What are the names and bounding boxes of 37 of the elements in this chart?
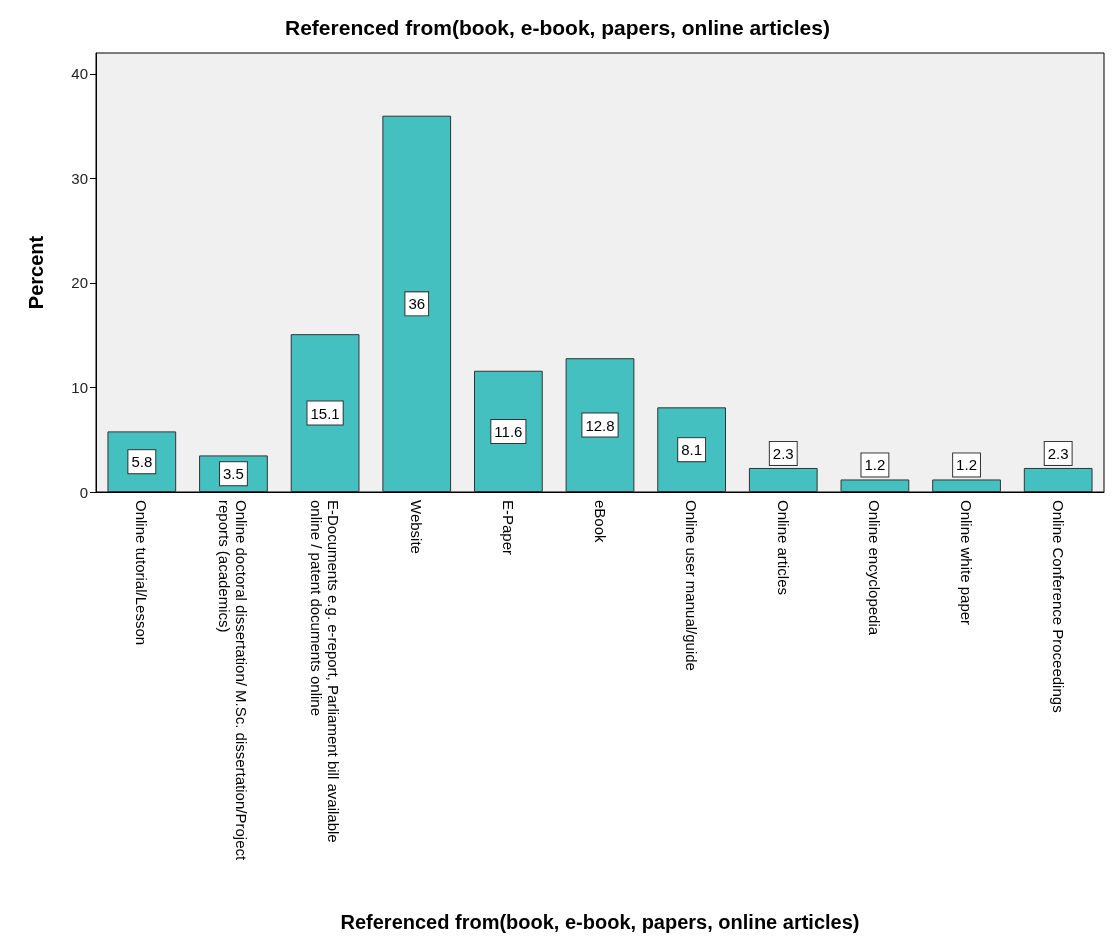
x-tick-label: Online Conference Proceedings [1049, 500, 1067, 713]
data-label: 12.8 [585, 416, 615, 434]
data-label: 3.5 [223, 465, 244, 483]
chart-title: Referenced from(book, e-book, papers, online articles) [285, 16, 830, 39]
data-label: 1.2 [864, 456, 886, 474]
bar [840, 479, 910, 492]
x-tick-label: Website [408, 500, 426, 554]
y-tick-label: 40 [71, 65, 88, 83]
x-tick-label: Online tutorial/Lesson [133, 500, 151, 646]
data-label: 36 [408, 295, 426, 313]
y-tick-label: 30 [71, 169, 88, 187]
bar [474, 370, 543, 492]
y-axis-title: Percent [25, 235, 47, 310]
data-label: 2.3 [772, 444, 794, 462]
bar [932, 479, 1001, 492]
x-tick-label: Online user manual/guide [683, 500, 701, 671]
y-tick-label: 0 [79, 483, 88, 501]
data-label: 2.3 [1047, 444, 1069, 462]
x-axis-title: Referenced from(book, e-book, papers, online articles) [340, 911, 860, 933]
data-label: 1.2 [956, 456, 977, 474]
x-tick-label: Online doctoral dissertation/ M.Sc. dissertation/Project reports (academics) [216, 500, 251, 865]
x-tick-label: E-Paper [499, 500, 517, 556]
bar [1023, 467, 1093, 492]
x-tick-label: Online white paper [958, 500, 976, 626]
x-tick-label: Online articles [774, 500, 792, 596]
bar [290, 334, 360, 492]
data-label: 8.1 [681, 441, 703, 459]
data-label: 5.8 [131, 453, 153, 471]
x-tick-label: eBook [591, 500, 609, 544]
bar [382, 115, 452, 492]
bar [748, 467, 818, 492]
data-label: 15.1 [310, 404, 340, 422]
data-label: 11.6 [494, 422, 523, 440]
bar [565, 358, 635, 492]
y-tick-label: 10 [71, 378, 88, 396]
y-tick-label: 20 [71, 274, 88, 292]
x-tick-label: Online encyclopedia [866, 500, 884, 636]
